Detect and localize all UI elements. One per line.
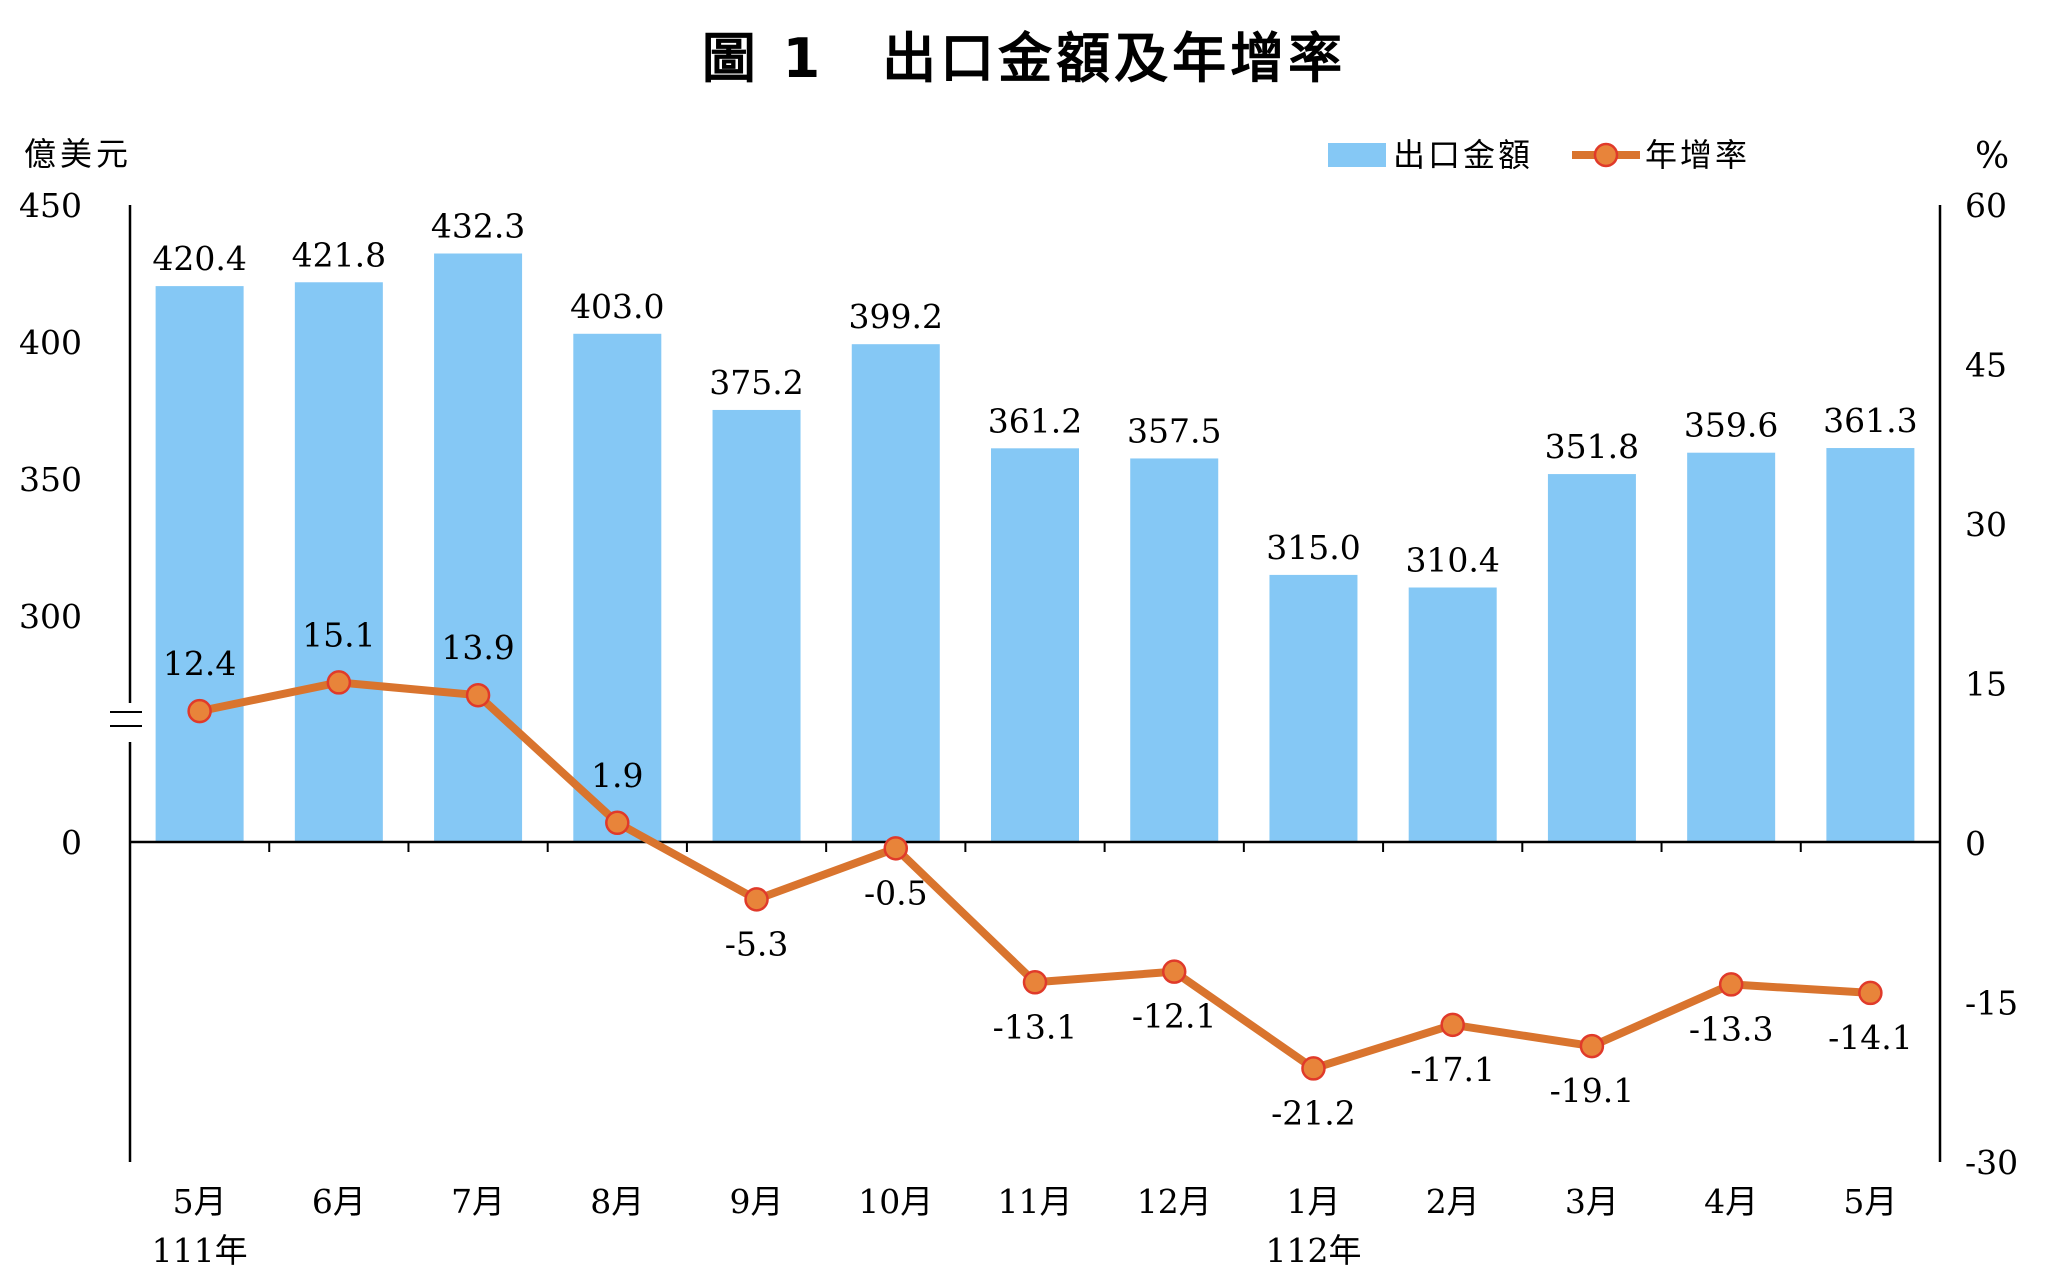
bar-value-label: 432.3 — [431, 206, 525, 245]
bar-value-label: 310.4 — [1405, 541, 1499, 580]
bar-value-label: 359.6 — [1684, 406, 1778, 445]
x-tick-label: 3月 — [1565, 1182, 1619, 1221]
right-tick-label: 30 — [1965, 505, 2007, 544]
bar-value-label: 357.5 — [1127, 411, 1221, 450]
x-tick-label: 8月 — [590, 1182, 644, 1221]
right-tick-label: 60 — [1965, 186, 2007, 225]
bar-9 — [1269, 574, 1358, 842]
right-tick-label: -30 — [1965, 1143, 2018, 1182]
year-label: 111年 — [152, 1231, 248, 1270]
right-tick-label: 0 — [1965, 824, 1986, 863]
growth-value-label: -17.1 — [1410, 1050, 1495, 1089]
legend-bar-label: 出口金額 — [1393, 136, 1533, 174]
bar-11 — [1547, 474, 1636, 842]
growth-rate-point-13 — [1858, 980, 1883, 1006]
growth-rate-point-3 — [465, 682, 491, 708]
year-label: 112年 — [1265, 1231, 1361, 1270]
x-tick-label: 4月 — [1704, 1182, 1758, 1221]
bar-6 — [851, 344, 940, 842]
line-markers — [187, 670, 1883, 1081]
bar-4 — [573, 333, 662, 842]
growth-value-label: -14.1 — [1828, 1018, 1913, 1057]
right-tick-label: -15 — [1965, 984, 2018, 1023]
bar-value-label: 403.0 — [570, 287, 664, 326]
x-tick-label: 6月 — [312, 1182, 366, 1221]
growth-value-label: -5.3 — [725, 924, 789, 963]
bar-5 — [712, 409, 801, 842]
bar-value-label: 420.4 — [152, 239, 246, 278]
growth-rate-point-12 — [1718, 972, 1744, 997]
bar-series — [155, 253, 1915, 843]
bar-value-label: 399.2 — [849, 297, 943, 336]
growth-rate-point-1 — [187, 698, 212, 724]
growth-rate-point-7 — [1022, 970, 1048, 995]
growth-value-label: 1.9 — [591, 756, 643, 795]
bar-3 — [434, 253, 523, 843]
growth-rate-point-6 — [883, 836, 909, 861]
left-tick-label: 0 — [61, 823, 82, 862]
right-tick-label: 45 — [1965, 346, 2007, 385]
x-tick-label: 10月 — [858, 1182, 933, 1221]
bar-value-label: 361.2 — [988, 401, 1082, 440]
growth-value-label: -12.1 — [1132, 997, 1217, 1036]
growth-rate-point-9 — [1301, 1056, 1326, 1081]
growth-value-label: 12.4 — [163, 644, 236, 683]
x-tick-label: 7月 — [451, 1182, 505, 1221]
growth-value-label: 13.9 — [441, 628, 514, 667]
x-tick-label: 12月 — [1137, 1182, 1212, 1221]
chart-title: 圖 1 出口金額及年增率 — [701, 27, 1347, 90]
legend-bar-swatch — [1328, 143, 1386, 167]
bar-1 — [155, 286, 244, 842]
axes: 0 300 350 400 450 -30 -15 0 15 30 45 60 億美元 % 5月 6月 7月 8月… — [19, 135, 2018, 1270]
x-tick-label: 11月 — [998, 1182, 1073, 1221]
right-axis-title: % — [1975, 136, 2009, 177]
growth-rate-point-8 — [1161, 959, 1187, 984]
growth-value-label: 15.1 — [302, 615, 375, 654]
growth-rate-point-11 — [1579, 1033, 1605, 1059]
bar-value-label: 315.0 — [1266, 528, 1360, 567]
growth-rate-point-2 — [326, 670, 352, 695]
bar-7 — [991, 448, 1079, 842]
bar-2 — [294, 282, 383, 842]
left-axis-title: 億美元 — [24, 135, 132, 173]
bar-value-label: 351.8 — [1545, 427, 1639, 466]
growth-value-label: -19.1 — [1550, 1071, 1635, 1110]
x-tick-label: 1月 — [1286, 1182, 1340, 1221]
bar-12 — [1687, 452, 1776, 842]
growth-rate-point-4 — [605, 810, 630, 836]
left-tick-label: 400 — [19, 323, 82, 362]
bar-value-label: 421.8 — [292, 235, 386, 274]
legend: 出口金額 年增率 — [1328, 136, 1750, 174]
x-tick-label: 5月 — [1843, 1182, 1897, 1221]
bar-value-label: 375.2 — [709, 363, 803, 402]
growth-rate-point-10 — [1440, 1012, 1465, 1038]
growth-rate-point-5 — [744, 887, 769, 912]
legend-line-marker — [1593, 142, 1619, 168]
growth-value-label: -13.3 — [1689, 1009, 1774, 1048]
left-tick-label: 300 — [19, 597, 82, 636]
legend-line-label: 年增率 — [1645, 136, 1750, 174]
growth-value-label: -0.5 — [864, 873, 928, 912]
bar-value-label: 361.3 — [1823, 401, 1917, 440]
right-tick-label: 15 — [1965, 665, 2007, 704]
x-tick-label: 2月 — [1426, 1182, 1480, 1221]
data-labels: 420.4 421.8 432.3 403.0 375.2 399.2 361.2 357.5… — [152, 206, 1917, 1132]
bar-10 — [1408, 587, 1497, 842]
growth-value-label: -21.2 — [1271, 1093, 1356, 1132]
bar-13 — [1826, 448, 1915, 842]
growth-value-label: -13.1 — [993, 1007, 1078, 1046]
bar-8 — [1130, 458, 1219, 842]
x-tick-label: 5月 — [173, 1182, 227, 1221]
left-tick-label: 450 — [19, 186, 82, 225]
left-tick-label: 350 — [19, 460, 82, 499]
x-tick-label: 9月 — [730, 1182, 784, 1221]
